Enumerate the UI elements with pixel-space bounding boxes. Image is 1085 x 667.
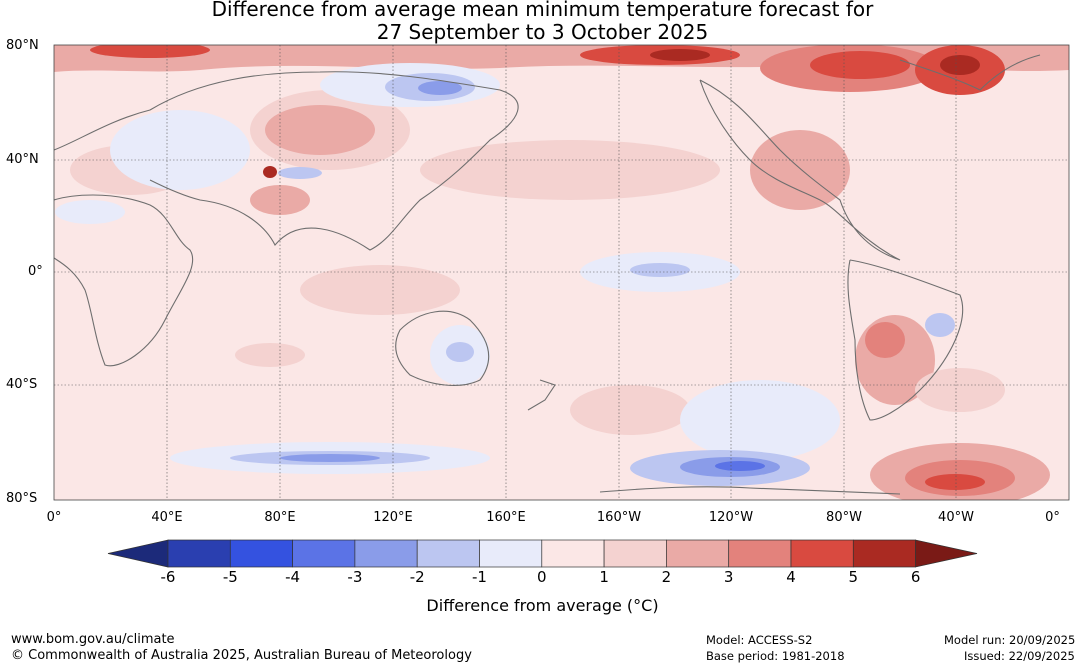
footer-model-run: Model run: 20/09/2025 [944,633,1076,647]
anomaly-patch [925,474,985,490]
lat-label: 80°S [6,491,38,506]
lon-label: 40°E [151,510,183,525]
coastline-australia [395,310,490,386]
colorbar-segment [541,539,605,568]
anomaly-patch [420,140,720,200]
lat-label: 80°N [6,38,39,53]
anomaly-patch [235,343,305,367]
lon-label: 0° [46,510,62,525]
anomaly-patch [915,368,1005,412]
coastline-africa [54,194,194,367]
lon-label: 160°W [596,510,642,525]
anomaly-patch [55,200,125,224]
anomaly-patch [650,49,710,61]
lon-label: 80°W [826,510,862,525]
anomaly-patch [570,385,690,435]
anomaly-patch [300,265,460,315]
graticule [54,45,1069,500]
colorbar-segment [603,539,667,568]
colorbar-segment [852,539,916,568]
chart-title-line1: Difference from average mean minimum tem… [211,0,874,21]
anomaly-patch [90,45,210,58]
anomaly-patch [715,461,765,471]
anomaly-patch [265,105,375,155]
colorbar-segment [354,539,418,568]
map-frame [53,44,1070,501]
colorbar-tick-label: -2 [409,568,425,586]
lon-label: 120°E [373,510,413,525]
footer-copyright: © Commonwealth of Australia 2025, Austra… [11,648,472,663]
anomaly-patch [630,263,690,277]
anomaly-patch [446,342,474,362]
colorbar-segment [728,539,792,568]
lon-label: 120°W [708,510,754,525]
chart-title-line2: 27 September to 3 October 2025 [376,20,709,44]
colorbar-tick-label: -5 [222,568,238,586]
coastline-new-zealand [527,379,556,411]
anomaly-patch [263,166,277,178]
lon-label: 80°E [264,510,296,525]
colorbar-tick-label: 4 [786,568,796,586]
footer-base-period: Base period: 1981-2018 [706,649,845,663]
colorbar-tick-label: 0 [537,568,547,586]
colorbar-tick-label: 2 [661,568,672,586]
colorbar-tick-label: 5 [848,568,859,586]
anomaly-patch [865,322,905,358]
coastline-greenland [899,54,1041,91]
colorbar-tick-label: 1 [599,568,609,586]
colorbar-segment [479,539,543,568]
anomaly-patch [280,454,380,462]
coastlines [54,54,1041,495]
coastline-antarctica [599,486,901,495]
coastline-south-america [847,259,964,421]
anomaly-patch [680,380,840,460]
coastline-eurasia [54,71,519,251]
anomaly-patch [940,55,980,75]
colorbar-segment [167,539,231,568]
colorbar-tick-label: -3 [347,568,363,586]
footer-issued: Issued: 22/09/2025 [964,649,1075,663]
colorbar-tick-label: -1 [472,568,487,586]
colorbar-segment [229,539,293,568]
lat-label: 40°N [6,152,39,167]
colorbar [107,539,978,568]
anomaly-patch [418,81,462,95]
lat-label: 40°S [6,377,38,392]
footer-model: Model: ACCESS-S2 [706,633,813,647]
anomaly-patch [110,110,250,190]
colorbar-tick-label: 3 [723,568,734,586]
colorbar-tick-label: -4 [285,568,301,586]
anomaly-patch [278,167,322,179]
colorbar-arrow-high [915,539,978,568]
anomaly-patch [750,130,850,210]
colorbar-arrow-low [107,539,169,568]
lon-label: 0° [1045,510,1060,525]
lat-label: 0° [28,264,43,279]
colorbar-tick-label: -6 [160,568,176,586]
anomaly-patch [810,51,910,79]
anomaly-patch [925,313,955,337]
footer-url: www.bom.gov.au/climate [11,632,175,647]
lon-label: 40°W [938,510,974,525]
coastline-north-america [699,79,901,261]
lon-label: 160°E [486,510,526,525]
colorbar-segment [416,539,480,568]
colorbar-segment [666,539,730,568]
colorbar-label: Difference from average (°C) [426,596,659,615]
colorbar-segment [790,539,854,568]
colorbar-segment [292,539,356,568]
colorbar-tick-label: 6 [910,568,921,586]
